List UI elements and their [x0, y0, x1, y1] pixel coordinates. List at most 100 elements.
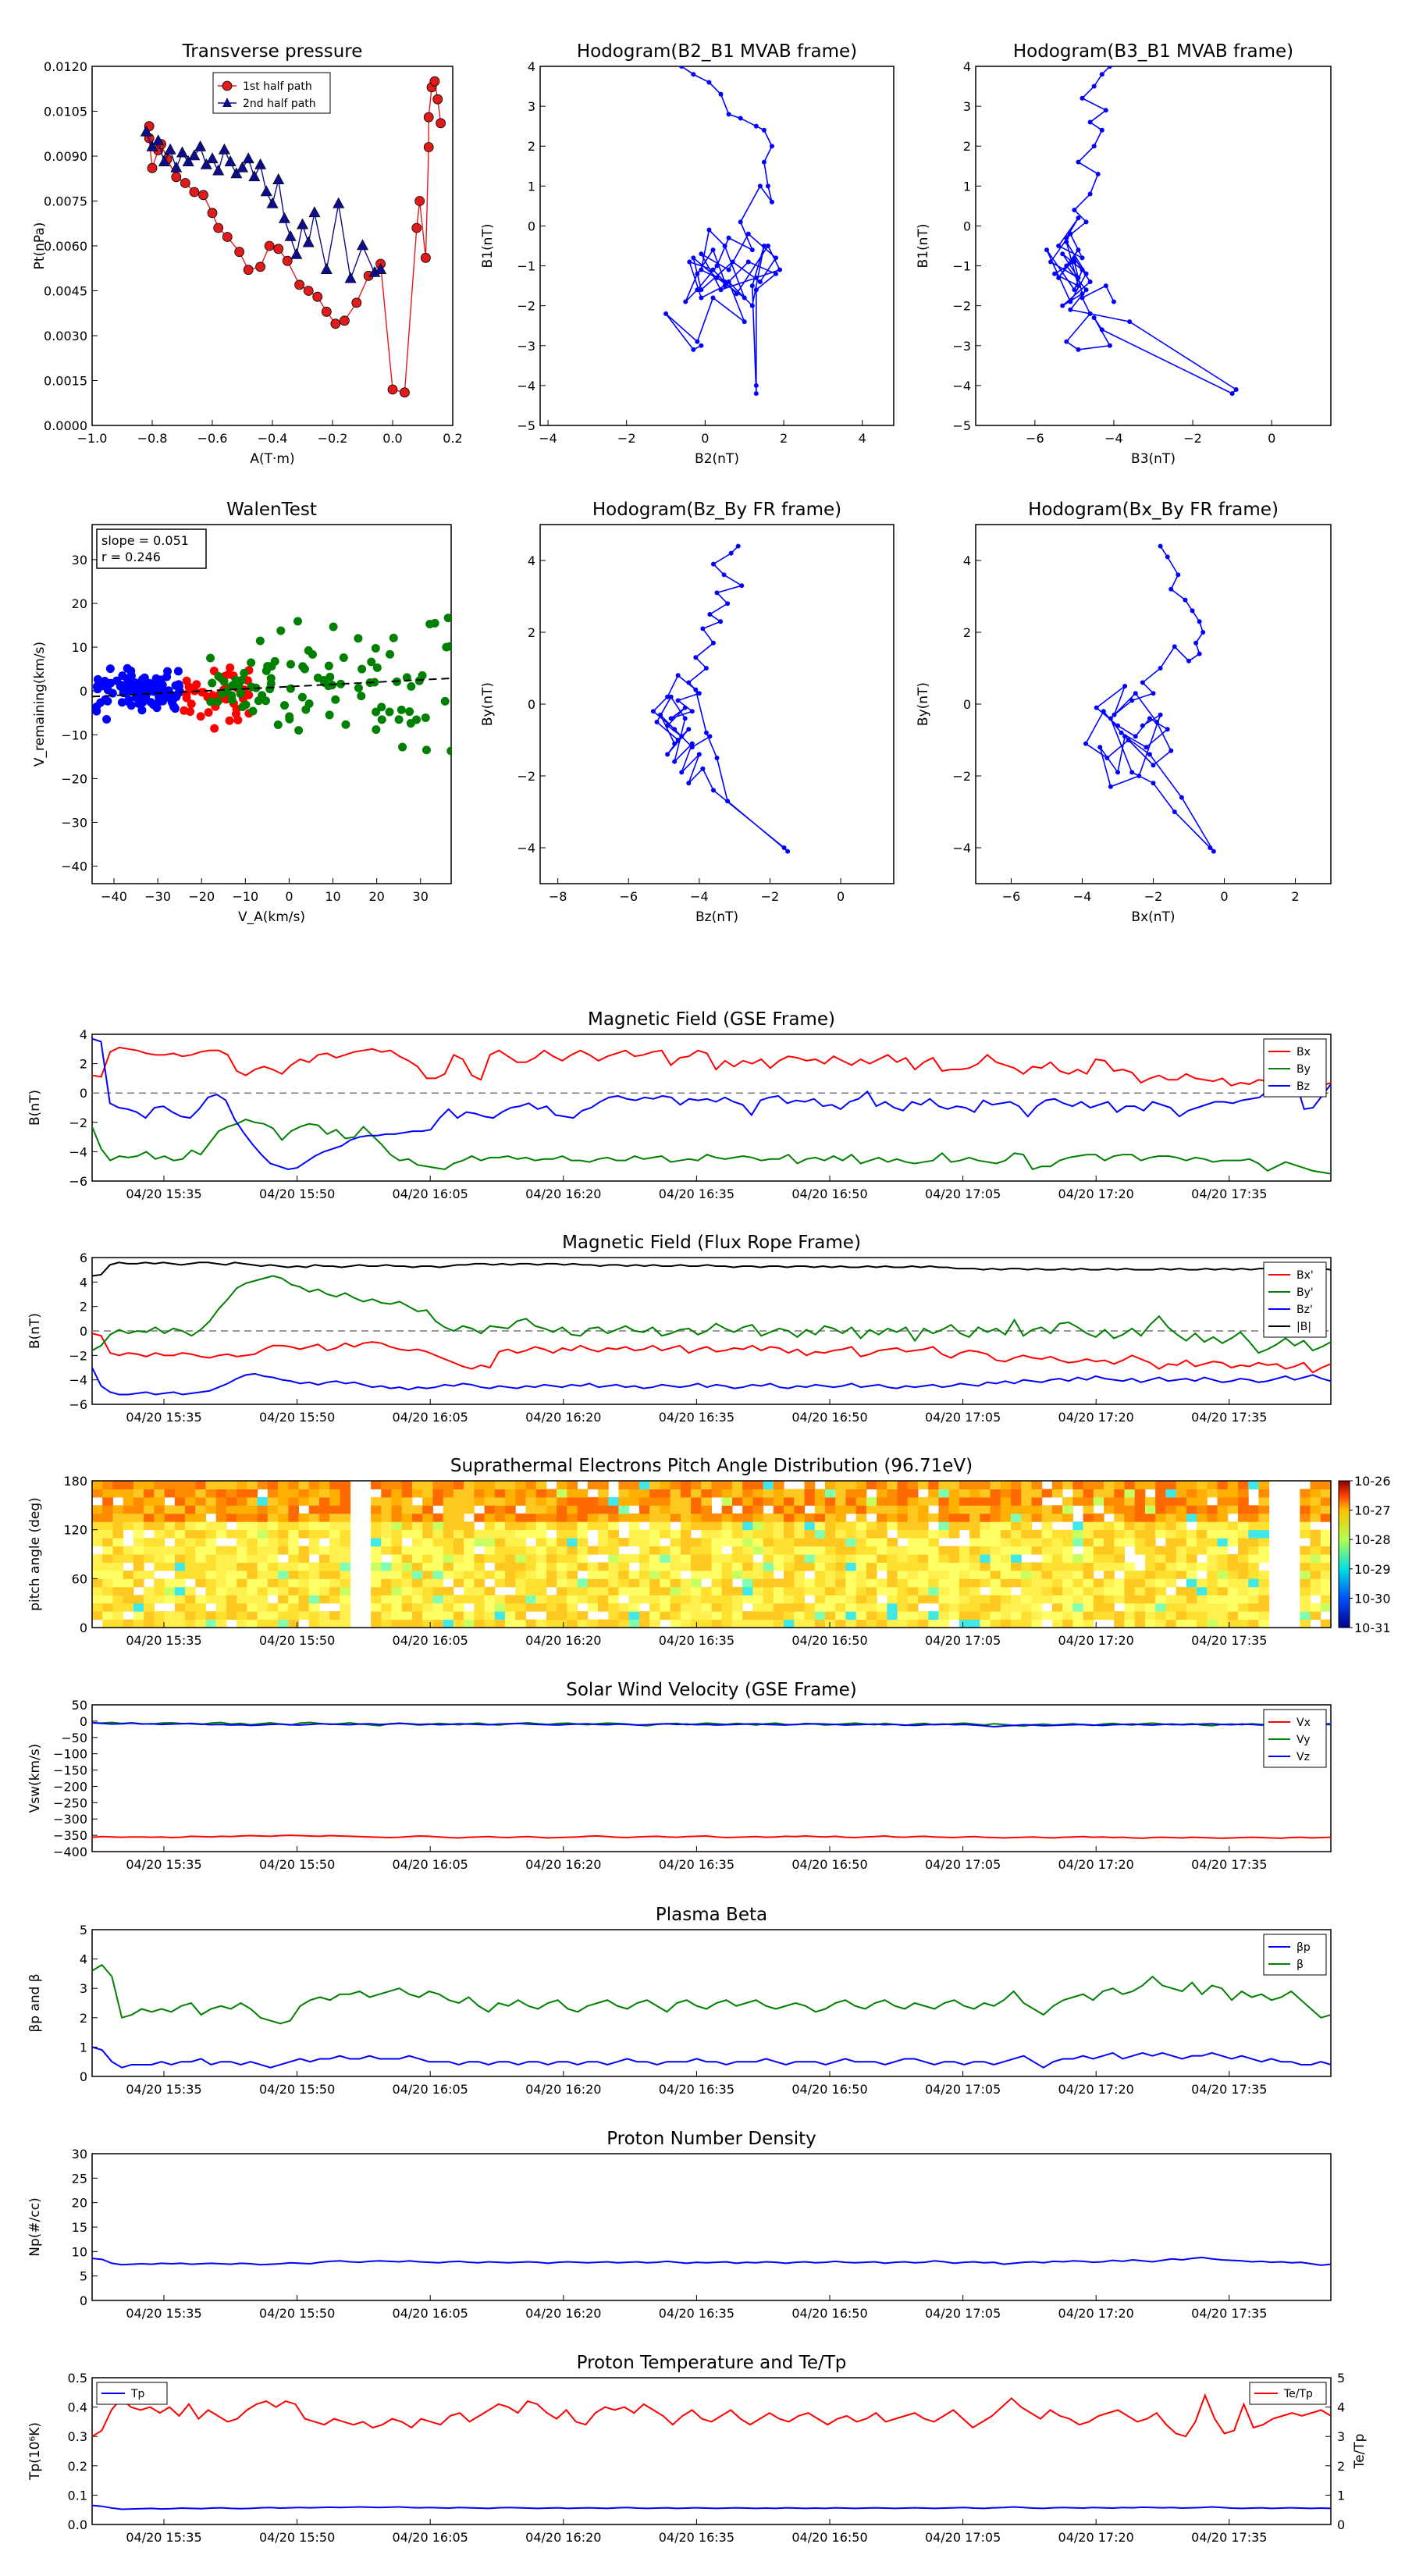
- pad-cell: [1011, 1554, 1022, 1563]
- pad-cell: [102, 1496, 113, 1506]
- pad-cell: [494, 1611, 506, 1621]
- pad-cell: [1237, 1529, 1249, 1539]
- pad-cell: [1207, 1489, 1218, 1498]
- x-tick-label: −4: [539, 431, 557, 446]
- pad-cell: [205, 1619, 217, 1628]
- pad-cell: [247, 1619, 258, 1628]
- plot-frame: [91, 1929, 1332, 2077]
- pad-cell: [784, 1546, 795, 1555]
- pad-cell: [525, 1496, 537, 1506]
- data-point: [321, 306, 332, 317]
- pad-cell: [1258, 1570, 1270, 1579]
- data-point: [206, 152, 219, 164]
- pad-cell: [721, 1619, 733, 1628]
- pad-cell: [1186, 1595, 1197, 1604]
- pad-cell: [721, 1554, 733, 1563]
- pad-cell: [866, 1578, 877, 1588]
- pad-cell: [535, 1595, 547, 1604]
- pad-cell: [505, 1496, 516, 1506]
- pad-cell: [752, 1562, 764, 1571]
- pad-cell: [887, 1562, 898, 1571]
- pad-cell: [638, 1554, 650, 1563]
- y-tick-label: −1: [517, 259, 535, 274]
- legend-label: Te/Tp: [1283, 2388, 1313, 2400]
- pad-cell: [948, 1578, 960, 1588]
- pad-cell: [288, 1603, 299, 1612]
- pad-cell: [226, 1570, 237, 1579]
- pad-cell: [92, 1611, 103, 1621]
- pad-cell: [794, 1570, 806, 1579]
- colorbar-label: 10-27: [1354, 1503, 1391, 1518]
- pad-cell: [298, 1578, 310, 1588]
- pad-cell: [598, 1586, 609, 1596]
- pad-cell: [133, 1513, 144, 1522]
- hodogram-point: [1104, 756, 1110, 760]
- pad-cell: [443, 1546, 454, 1555]
- pad-cell: [422, 1496, 433, 1506]
- legend-label: By': [1297, 1286, 1314, 1299]
- hodogram-point: [1154, 720, 1160, 724]
- y-tick-label: 0.0: [68, 2517, 87, 2532]
- pad-cell: [474, 1489, 486, 1498]
- pad-cell: [1114, 1513, 1125, 1522]
- pad-cell: [288, 1538, 299, 1547]
- colorbar-label: 10-29: [1354, 1562, 1391, 1577]
- hodogram-point: [679, 734, 685, 739]
- pad-cell: [1237, 1554, 1249, 1563]
- walen-point: [156, 675, 165, 685]
- hodogram-point: [675, 738, 681, 742]
- pad-cell: [835, 1529, 846, 1539]
- pad-cell: [1144, 1595, 1156, 1604]
- pad-cell: [1124, 1481, 1136, 1489]
- hodogram-point: [1083, 287, 1089, 293]
- pad-cell: [1320, 1538, 1332, 1547]
- pad-cell: [938, 1529, 950, 1539]
- pad-cell: [980, 1611, 991, 1621]
- pad-cell: [381, 1611, 393, 1621]
- hodogram-point: [1183, 597, 1188, 603]
- pad-cell: [763, 1595, 774, 1604]
- hodogram-point: [774, 255, 778, 261]
- pad-cell: [288, 1489, 299, 1498]
- pad-cell: [1237, 1538, 1249, 1547]
- pad-cell: [577, 1619, 589, 1628]
- pad-cell: [205, 1505, 217, 1514]
- x-tick-label: 04/20 16:05: [393, 1633, 468, 1648]
- pad-cell: [318, 1496, 330, 1506]
- pad-cell: [371, 1513, 382, 1522]
- pad-cell: [371, 1586, 382, 1596]
- pad-cell: [371, 1554, 382, 1563]
- pad-cell: [680, 1554, 692, 1563]
- hodogram-point: [757, 279, 763, 284]
- x-tick-label: −4: [1073, 889, 1092, 904]
- data-point: [242, 152, 254, 164]
- x-tick-label: 04/20 16:05: [393, 2082, 468, 2097]
- pad-cell: [701, 1554, 712, 1563]
- pad-cell: [691, 1595, 702, 1604]
- pad-cell: [814, 1513, 826, 1522]
- pad-cell: [969, 1554, 980, 1563]
- pad-cell: [505, 1481, 516, 1489]
- pad-cell: [154, 1554, 165, 1563]
- hodogram-point: [650, 709, 656, 714]
- pad-cell: [432, 1611, 444, 1621]
- walen-point: [389, 633, 398, 642]
- data-point: [158, 155, 170, 166]
- pad-cell: [515, 1554, 526, 1563]
- pad-cell: [381, 1529, 393, 1539]
- pad-cell: [618, 1562, 630, 1571]
- pad-cell: [897, 1619, 909, 1628]
- pad-cell: [164, 1481, 176, 1489]
- pad-cell: [587, 1496, 599, 1506]
- pad-cell: [577, 1578, 589, 1588]
- pad-cell: [691, 1489, 702, 1498]
- pad-cell: [660, 1546, 671, 1555]
- pad-cell: [608, 1578, 619, 1588]
- hodogram-point: [695, 339, 700, 344]
- pad-cell: [1155, 1521, 1166, 1531]
- pad-cell: [1144, 1562, 1156, 1571]
- walen-point: [241, 700, 251, 710]
- pad-cell: [154, 1538, 165, 1547]
- hodogram-point: [703, 730, 709, 735]
- pad-cell: [877, 1578, 887, 1588]
